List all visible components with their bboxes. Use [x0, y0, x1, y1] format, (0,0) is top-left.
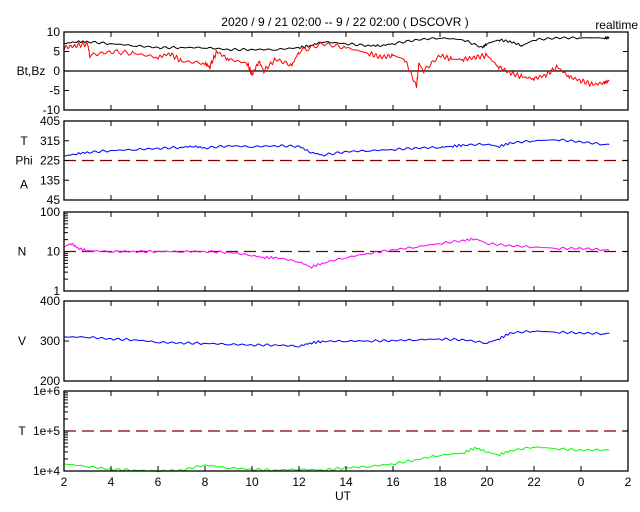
- realtime-label: realtime: [595, 18, 638, 32]
- y-tick-label: 0: [53, 64, 60, 78]
- y-tick-label: 1e+4: [33, 464, 60, 478]
- y-tick-label: 10: [47, 245, 61, 259]
- y-tick-label: 200: [40, 374, 60, 388]
- y-axis-label: N: [18, 245, 27, 259]
- panel-1: 10 5 0 -5 -10 Bt,Bz: [17, 25, 629, 117]
- series-phi-line: [63, 138, 610, 157]
- x-tick-label: 6: [155, 475, 162, 489]
- y-axis-label: T: [20, 134, 28, 148]
- x-tick-label: 12: [292, 475, 306, 489]
- series-n-line: [63, 237, 610, 269]
- x-tick-label: 14: [339, 475, 353, 489]
- series-bt-line: [63, 35, 610, 52]
- y-tick-label: -10: [43, 103, 61, 117]
- series-t-line: [63, 446, 610, 473]
- y-axis-label: Bt,Bz: [17, 64, 46, 78]
- y-tick-label: 1: [53, 284, 60, 298]
- y-tick-label: 1e+6: [33, 384, 60, 398]
- x-tick-label: 18: [433, 475, 447, 489]
- x-axis-label: UT: [335, 489, 352, 503]
- x-tick-label: 20: [480, 475, 494, 489]
- panel-2: 405 315 225 135 45 T Phi A: [15, 114, 629, 207]
- y-tick-label: 1e+5: [33, 424, 60, 438]
- x-tick-label: 10: [245, 475, 259, 489]
- y-tick-label: 5: [53, 45, 60, 59]
- panel-5: 1e+6 1e+5 1e+4 T: [18, 384, 629, 478]
- y-axis-label: A: [20, 177, 28, 191]
- y-tick-label: -5: [49, 84, 60, 98]
- x-tick-label: 22: [527, 475, 541, 489]
- y-tick-label: 400: [40, 294, 60, 308]
- y-tick-label: 100: [40, 205, 60, 219]
- panel-4: 400 300 200 V: [18, 294, 629, 388]
- y-axis-label: T: [18, 424, 26, 438]
- y-tick-label: 300: [40, 334, 60, 348]
- y-tick-label: 405: [40, 114, 60, 128]
- series-bz-line: [63, 41, 610, 88]
- x-tick-label: 2: [625, 475, 632, 489]
- y-tick-label: 10: [47, 25, 61, 39]
- y-tick-label: 225: [40, 154, 60, 168]
- chart-title: 2020 / 9 / 21 02:00 -- 9 / 22 02:00 ( DS…: [221, 15, 468, 29]
- y-tick-label: 135: [40, 173, 60, 187]
- series-v-line: [64, 330, 610, 348]
- x-tick-label: 4: [108, 475, 115, 489]
- panel-3: 100 10 1 N: [18, 205, 629, 298]
- x-tick-label: 8: [202, 475, 209, 489]
- x-tick-label: 0: [578, 475, 585, 489]
- y-tick-label: 315: [40, 134, 60, 148]
- x-tick-label: 2: [61, 475, 68, 489]
- y-tick-label: 45: [47, 193, 61, 207]
- y-axis-label: Phi: [15, 154, 32, 168]
- y-axis-label: V: [18, 334, 26, 348]
- x-tick-label: 16: [386, 475, 400, 489]
